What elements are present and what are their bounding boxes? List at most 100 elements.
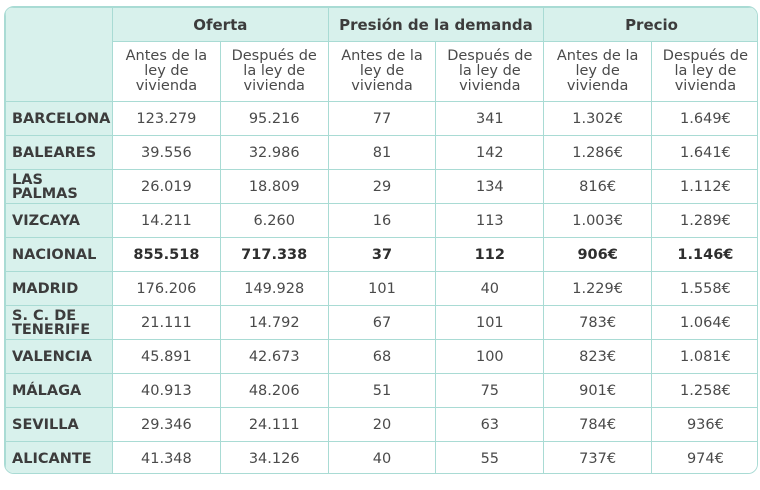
table-cell: 1.258€ <box>651 373 757 408</box>
table-cell: 41.348 <box>112 441 221 473</box>
table-cell: 18.809 <box>219 169 329 204</box>
table-row: VALENCIA 45.891 42.673 68 100 823€ 1.081€ <box>5 339 757 374</box>
table-cell: 67 <box>327 305 437 340</box>
table-cell: 20 <box>327 407 437 442</box>
table-cell: 29.346 <box>112 407 221 442</box>
table-cell: 816€ <box>543 169 653 204</box>
table-cell: 34.126 <box>219 441 329 473</box>
sub-header-row: Antes de la ley de vivienda Después de l… <box>6 41 757 102</box>
row-label: BALEARES <box>5 135 113 170</box>
table-cell: 1.112€ <box>651 169 757 204</box>
table-cell: 901€ <box>543 373 653 408</box>
table-cell: 55 <box>435 441 545 473</box>
table-cell: 1.286€ <box>543 135 653 170</box>
sub-header: Antes de la ley de vivienda <box>112 41 221 102</box>
table-row: LAS PALMAS 26.019 18.809 29 134 816€ 1.112€ <box>5 169 757 204</box>
table-cell: 783€ <box>543 305 653 340</box>
table-cell: 63 <box>435 407 545 442</box>
table-cell: 1.064€ <box>651 305 757 340</box>
table-row: MÁLAGA 40.913 48.206 51 75 901€ 1.258€ <box>5 373 757 408</box>
table-cell: 1.289€ <box>651 203 757 238</box>
table-cell: 42.673 <box>219 339 329 374</box>
table-cell: 51 <box>327 373 437 408</box>
sub-header: Después de la ley de vivienda <box>651 41 757 102</box>
row-label: ALICANTE <box>5 441 113 473</box>
group-header-precio: Precio <box>543 7 757 42</box>
table-cell: 26.019 <box>112 169 221 204</box>
table-cell: 77 <box>327 101 437 136</box>
table-cell: 906€ <box>543 237 653 272</box>
table-cell: 974€ <box>651 441 757 473</box>
table-row: MADRID 176.206 149.928 101 40 1.229€ 1.558€ <box>5 271 757 306</box>
table-cell: 855.518 <box>112 237 221 272</box>
group-header-row: Oferta Presión de la demanda Precio <box>5 7 757 102</box>
table-row: VIZCAYA 14.211 6.260 16 113 1.003€ 1.289€ <box>5 203 757 238</box>
table-cell: 100 <box>435 339 545 374</box>
row-label: MÁLAGA <box>5 373 113 408</box>
table-cell: 21.111 <box>112 305 221 340</box>
table-cell: 1.229€ <box>543 271 653 306</box>
sub-header: Antes de la ley de vivienda <box>327 41 437 102</box>
table-cell: 936€ <box>651 407 757 442</box>
housing-law-table: Oferta Presión de la demanda Precio Ante… <box>5 7 757 473</box>
table-cell: 37 <box>327 237 437 272</box>
table-cell: 68 <box>327 339 437 374</box>
table-cell: 1.146€ <box>651 237 757 272</box>
table-cell: 6.260 <box>219 203 329 238</box>
table-cell: 113 <box>435 203 545 238</box>
table-cell: 29 <box>327 169 437 204</box>
table-cell: 341 <box>435 101 545 136</box>
row-label: NACIONAL <box>5 237 113 272</box>
table-cell: 1.003€ <box>543 203 653 238</box>
table-cell: 81 <box>327 135 437 170</box>
row-label: VIZCAYA <box>5 203 113 238</box>
table-cell: 40 <box>435 271 545 306</box>
row-label: BARCELONA <box>5 101 113 136</box>
table-cell: 142 <box>435 135 545 170</box>
table-cell: 149.928 <box>219 271 329 306</box>
group-header-oferta: Oferta <box>112 7 329 42</box>
sub-header: Después de la ley de vivienda <box>219 41 329 102</box>
table-cell: 823€ <box>543 339 653 374</box>
table-row: BARCELONA 123.279 95.216 77 341 1.302€ 1.649€ <box>5 101 757 136</box>
table-cell: 14.211 <box>112 203 221 238</box>
row-label: LAS PALMAS <box>5 169 113 204</box>
table-cell: 39.556 <box>112 135 221 170</box>
table-cell: 123.279 <box>112 101 221 136</box>
table-cell: 737€ <box>543 441 653 473</box>
table-cell: 112 <box>435 237 545 272</box>
table-row: NACIONAL 855.518 717.338 37 112 906€ 1.146€ <box>5 237 757 272</box>
row-label: MADRID <box>5 271 113 306</box>
table-cell: 1.649€ <box>651 101 757 136</box>
table-cell: 1.641€ <box>651 135 757 170</box>
table-cell: 134 <box>435 169 545 204</box>
table-row: BALEARES 39.556 32.986 81 142 1.286€ 1.641€ <box>5 135 757 170</box>
group-header-presion: Presión de la demanda <box>327 7 545 42</box>
table-row: S. C. DE TENERIFE 21.111 14.792 67 101 783€ 1.… <box>5 305 757 340</box>
data-table-frame: Oferta Presión de la demanda Precio Ante… <box>4 6 758 474</box>
sub-header: Antes de la ley de vivienda <box>543 41 653 102</box>
table-cell: 45.891 <box>112 339 221 374</box>
table-cell: 717.338 <box>219 237 329 272</box>
table-cell: 95.216 <box>219 101 329 136</box>
table-cell: 24.111 <box>219 407 329 442</box>
table-cell: 14.792 <box>219 305 329 340</box>
table-cell: 32.986 <box>219 135 329 170</box>
corner-cell <box>5 7 113 102</box>
row-label: S. C. DE TENERIFE <box>5 305 113 340</box>
table-cell: 40.913 <box>112 373 221 408</box>
table-cell: 101 <box>327 271 437 306</box>
table-cell: 1.081€ <box>651 339 757 374</box>
sub-header: Después de la ley de vivienda <box>435 41 545 102</box>
table-row: ALICANTE 41.348 34.126 40 55 737€ 974€ <box>5 441 757 473</box>
row-label: VALENCIA <box>5 339 113 374</box>
table-cell: 101 <box>435 305 545 340</box>
table-cell: 16 <box>327 203 437 238</box>
table-cell: 784€ <box>543 407 653 442</box>
table-cell: 75 <box>435 373 545 408</box>
table-body: BARCELONA 123.279 95.216 77 341 1.302€ 1.649€ B… <box>5 101 757 473</box>
row-label: SEVILLA <box>5 407 113 442</box>
table-cell: 48.206 <box>219 373 329 408</box>
table-cell: 1.558€ <box>651 271 757 306</box>
table-row: SEVILLA 29.346 24.111 20 63 784€ 936€ <box>5 407 757 442</box>
